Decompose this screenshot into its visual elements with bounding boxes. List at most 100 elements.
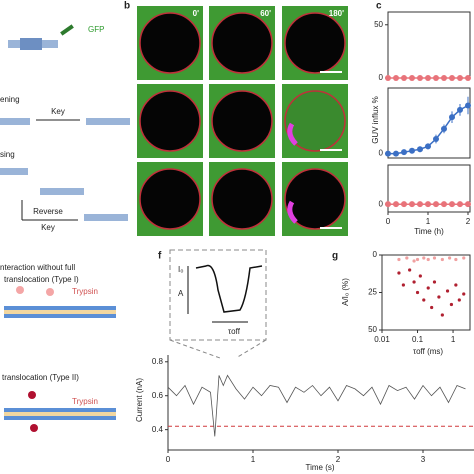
vesicle [284,168,346,230]
point [408,268,412,272]
vesicle [211,12,273,74]
y-axis-label: A/I₀ (%) [341,278,350,306]
point [457,75,463,81]
plot-frame [387,87,471,159]
y-tick-label: 0 [379,199,384,208]
vesicle [139,12,201,74]
x-tick-label: 2 [336,455,341,464]
point [432,280,437,284]
time-label: 180' [329,9,344,18]
dye-patch [287,200,298,224]
point [417,201,423,208]
point [426,286,430,290]
y-tick-label: 0 [379,149,384,158]
point [417,146,423,153]
y-axis-label: Current (nA) [135,378,144,422]
dye-patch [287,122,298,146]
panel-label: g [332,251,338,262]
point [385,201,391,208]
x-tick-label: 3 [421,455,426,464]
time-label: 0' [193,9,199,18]
label: I₀ [178,265,184,274]
point [449,201,455,208]
point [422,256,426,260]
vesicle [284,90,346,152]
point [393,150,399,157]
vesicle [139,168,201,230]
x-tick-label: 2 [466,217,471,226]
y-tick-label: 0.8 [152,357,164,366]
point [457,298,461,302]
label: Trypsin [72,397,98,406]
point [462,292,466,296]
connector [235,339,267,359]
y-tick-label: 0 [379,73,384,82]
point [385,150,391,157]
connector [169,339,221,359]
point [393,75,399,81]
point [415,257,420,262]
label: GFP [88,25,104,34]
point [401,75,407,81]
point [418,274,422,278]
point [454,283,458,287]
label: Key [51,107,65,116]
vesicle [284,12,346,74]
y-tick-label: 0.6 [152,391,164,400]
event-sketch [195,264,263,313]
panel-b: b 0' 60' 180' [124,1,348,236]
vesicle [211,168,273,230]
point [433,136,439,143]
x-tick-label: 1 [251,455,256,464]
label: Reverse [33,207,63,216]
label: A [178,289,184,298]
point [401,201,407,208]
point [425,143,431,150]
point [441,75,447,81]
label: Key [41,223,55,232]
point [457,201,463,208]
x-tick-label: 0 [386,217,391,226]
point [445,289,450,293]
x-axis-label: Time (s) [305,463,334,472]
vesicle [139,90,201,152]
point [405,256,409,260]
point [401,283,405,287]
panel-label: c [376,1,382,12]
panel-label: f [158,251,162,262]
point [417,75,423,81]
point [415,290,420,295]
x-tick-label: 1 [451,335,456,344]
panel-label: b [124,1,130,12]
point [465,201,471,208]
point [409,147,415,154]
series-line [167,374,466,437]
point [441,201,447,208]
trypsin-icon [16,286,24,294]
point [397,257,401,262]
trypsin-icon [30,424,38,432]
label: τoff [228,327,241,336]
membrane [0,168,28,175]
label: nteraction without full [0,263,75,272]
plot-frame [381,254,471,331]
point [465,102,471,109]
point [465,75,471,81]
trypsin-icon [28,391,36,399]
inset-frame [169,249,267,341]
label: ening [0,95,20,104]
x-tick-label: 1 [426,217,431,226]
point [440,257,444,262]
point [397,271,401,275]
panel-d: nteraction without full translocation (T… [0,263,116,432]
point [430,305,434,310]
point [422,298,426,302]
label: sing [0,150,15,159]
trypsin-icon [46,288,54,296]
point [462,256,466,260]
point [432,256,437,260]
point [409,201,415,208]
label: translocation (Type II) [2,373,79,382]
